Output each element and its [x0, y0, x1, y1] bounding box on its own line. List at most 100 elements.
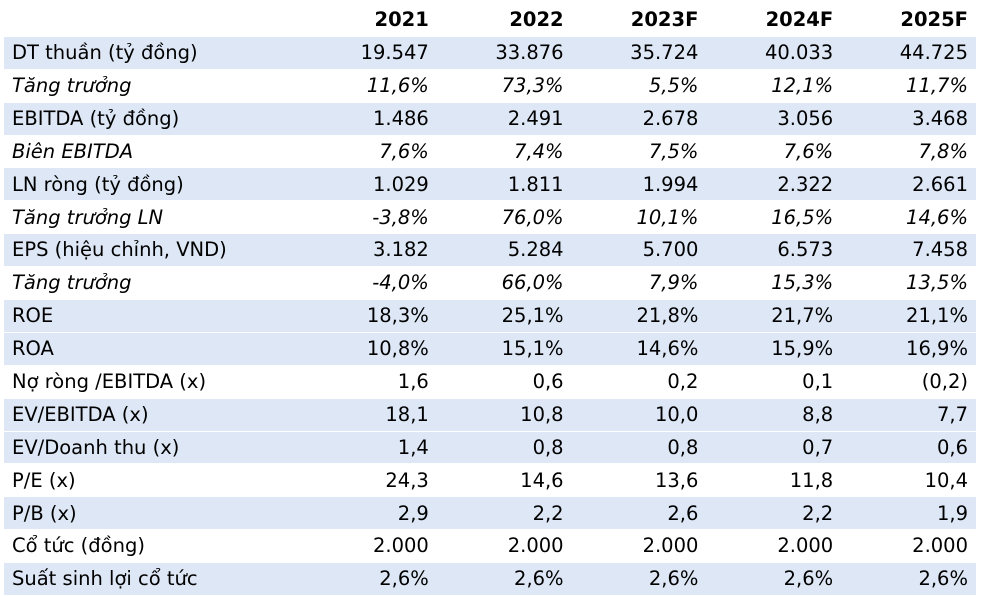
- row-label: Suất sinh lợi cổ tức: [4, 562, 302, 596]
- table-cell: 0,7: [706, 431, 842, 465]
- table-cell: -3,8%: [302, 200, 437, 235]
- table-cell: 7,5%: [571, 135, 707, 169]
- row-profit-growth: Tăng trưởng LN -3,8% 76,0% 10,1% 16,5% 1…: [4, 200, 976, 235]
- table-cell: 10,0: [571, 398, 707, 432]
- row-ebitda: EBITDA (tỷ đồng) 1.486 2.491 2.678 3.056…: [4, 102, 976, 136]
- table-cell: 19.547: [302, 36, 437, 70]
- table-cell: 2.000: [706, 529, 842, 564]
- table-cell: 7,9%: [571, 266, 707, 301]
- table-cell: 2.322: [706, 167, 842, 202]
- header-row: 2021 2022 2023F 2024F 2025F: [4, 4, 976, 37]
- table-cell: 1,4: [302, 431, 437, 465]
- table-cell: 15,1%: [436, 332, 572, 366]
- table-cell: 1,6: [302, 365, 437, 399]
- row-label: P/E (x): [4, 463, 302, 498]
- table-cell: 7,4%: [436, 135, 572, 169]
- table-cell: 0,2: [571, 365, 707, 399]
- table-cell: 10,8%: [302, 332, 437, 366]
- table-cell: 16,5%: [706, 200, 842, 235]
- table-cell: 2,2: [436, 496, 572, 531]
- table-cell: 7,7: [841, 398, 976, 432]
- table-cell: 0,6: [436, 365, 572, 399]
- table-cell: 5.700: [571, 233, 707, 268]
- row-dividend: Cổ tức (đồng) 2.000 2.000 2.000 2.000 2.…: [4, 529, 976, 564]
- header-blank-cell: [4, 4, 302, 37]
- table-cell: 3.468: [841, 102, 976, 136]
- table-cell: 0,8: [436, 431, 572, 465]
- table-cell: 2.661: [841, 167, 976, 202]
- table-cell: 7.458: [841, 233, 976, 268]
- table-cell: 3.182: [302, 233, 437, 268]
- header-year-2022: 2022: [436, 4, 572, 37]
- table-cell: 2,6%: [706, 562, 842, 596]
- row-net-revenue: DT thuần (tỷ đồng) 19.547 33.876 35.724 …: [4, 36, 976, 70]
- table-cell: 11,6%: [302, 69, 437, 103]
- row-label: Biên EBITDA: [4, 135, 302, 169]
- row-pb: P/B (x) 2,9 2,2 2,6 2,2 1,9: [4, 496, 976, 531]
- table-cell: 2,2: [706, 496, 842, 531]
- table-cell: 2.000: [841, 529, 976, 564]
- table-cell: 2.678: [571, 102, 707, 136]
- table-cell: 2,6%: [436, 562, 572, 596]
- table-cell: 14,6%: [571, 332, 707, 366]
- table-cell: 10,8: [436, 398, 572, 432]
- table-cell: 76,0%: [436, 200, 572, 235]
- row-label: EPS (hiệu chỉnh, VND): [4, 233, 302, 268]
- table-cell: 0,6: [841, 431, 976, 465]
- table-cell: 16,9%: [841, 332, 976, 366]
- table-cell: 13,5%: [841, 266, 976, 301]
- table-cell: 35.724: [571, 36, 707, 70]
- row-label: LN ròng (tỷ đồng): [4, 167, 302, 202]
- table-cell: 15,9%: [706, 332, 842, 366]
- financial-forecast-table: 2021 2022 2023F 2024F 2025F DT thuần (tỷ…: [4, 4, 976, 596]
- table-cell: 1.811: [436, 167, 572, 202]
- table-cell: 15,3%: [706, 266, 842, 301]
- table-cell: 1.029: [302, 167, 437, 202]
- row-label: Tăng trưởng: [4, 266, 302, 301]
- row-label: P/B (x): [4, 496, 302, 531]
- row-pe: P/E (x) 24,3 14,6 13,6 11,8 10,4: [4, 463, 976, 498]
- row-label: ROA: [4, 332, 302, 366]
- table-cell: 12,1%: [706, 69, 842, 103]
- header-year-2023f: 2023F: [571, 4, 707, 37]
- table-cell: 44.725: [841, 36, 976, 70]
- header-year-2024f: 2024F: [706, 4, 842, 37]
- table-cell: 2,6%: [571, 562, 707, 596]
- table-cell: 33.876: [436, 36, 572, 70]
- table-cell: 1.486: [302, 102, 437, 136]
- table-cell: 7,6%: [706, 135, 842, 169]
- table-cell: 2.000: [436, 529, 572, 564]
- row-label: DT thuần (tỷ đồng): [4, 36, 302, 70]
- row-net-profit: LN ròng (tỷ đồng) 1.029 1.811 1.994 2.32…: [4, 167, 976, 202]
- table-cell: 66,0%: [436, 266, 572, 301]
- table-cell: -4,0%: [302, 266, 437, 301]
- table-cell: 10,4: [841, 463, 976, 498]
- table-cell: 40.033: [706, 36, 842, 70]
- table-cell: 2.000: [571, 529, 707, 564]
- table-cell: 11,7%: [841, 69, 976, 103]
- table-cell: 5.284: [436, 233, 572, 268]
- table-cell: 21,7%: [706, 299, 842, 333]
- row-dividend-yield: Suất sinh lợi cổ tức 2,6% 2,6% 2,6% 2,6%…: [4, 562, 976, 596]
- table-cell: 3.056: [706, 102, 842, 136]
- table-cell: 6.573: [706, 233, 842, 268]
- table-cell: 14,6%: [841, 200, 976, 235]
- table-cell: 2,6%: [302, 562, 437, 596]
- table-cell: 2,6: [571, 496, 707, 531]
- row-label: Tăng trưởng LN: [4, 200, 302, 235]
- row-label: ROE: [4, 299, 302, 333]
- table-cell: 14,6: [436, 463, 572, 498]
- table-cell: 1.994: [571, 167, 707, 202]
- row-ev-ebitda: EV/EBITDA (x) 18,1 10,8 10,0 8,8 7,7: [4, 398, 976, 432]
- table-cell: 18,1: [302, 398, 437, 432]
- table-cell: 0,8: [571, 431, 707, 465]
- table-cell: 73,3%: [436, 69, 572, 103]
- table-cell: 18,3%: [302, 299, 437, 333]
- table-cell: (0,2): [841, 365, 976, 399]
- row-label: Nợ ròng /EBITDA (x): [4, 365, 302, 399]
- row-net-debt-ebitda: Nợ ròng /EBITDA (x) 1,6 0,6 0,2 0,1 (0,2…: [4, 365, 976, 399]
- row-eps: EPS (hiệu chỉnh, VND) 3.182 5.284 5.700 …: [4, 233, 976, 268]
- table-cell: 10,1%: [571, 200, 707, 235]
- table-cell: 8,8: [706, 398, 842, 432]
- table-cell: 7,6%: [302, 135, 437, 169]
